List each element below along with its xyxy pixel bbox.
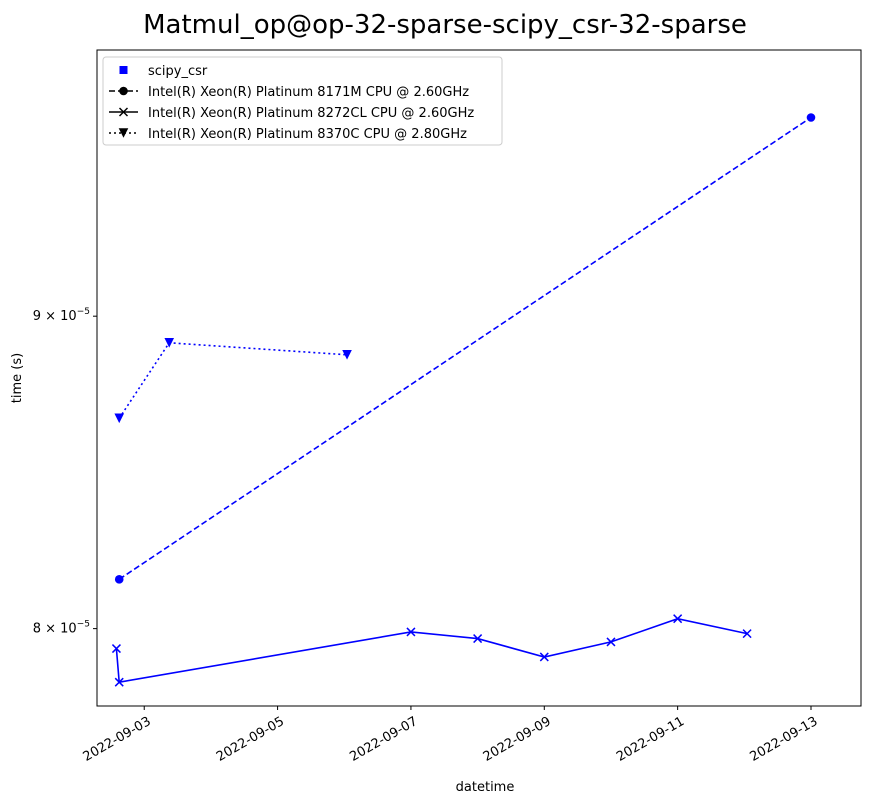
legend-marker [119, 66, 128, 74]
x-axis-label: datetime [456, 780, 515, 795]
data-point [742, 629, 752, 639]
data-point [473, 634, 483, 644]
legend: scipy_csr Intel(R) Xeon(R) Platinum 8171M… [102, 56, 503, 146]
series-line [118, 116, 812, 580]
legend-marker [118, 128, 129, 138]
legend-label: scipy_csr [148, 64, 208, 79]
data-point [606, 637, 616, 647]
data-point [114, 677, 124, 687]
y-tick-label: 9 × 10−5 [33, 307, 90, 324]
data-point [806, 113, 816, 122]
data-point [539, 652, 549, 662]
legend-item: Intel(R) Xeon(R) Platinum 8171M CPU @ 2.… [109, 85, 469, 100]
data-point [406, 627, 416, 637]
y-axis: 8 × 10−5 9 × 10−5 [33, 307, 97, 637]
legend-marker [119, 86, 128, 96]
legend-label: Intel(R) Xeon(R) Platinum 8171M CPU @ 2.… [148, 85, 469, 100]
data-point [342, 349, 352, 360]
data-point [164, 338, 175, 348]
legend-label: Intel(R) Xeon(R) Platinum 8272CL CPU @ 2… [148, 106, 474, 121]
y-axis-label: time (s) [10, 353, 25, 403]
legend-item: Intel(R) Xeon(R) Platinum 8370C CPU @ 2.… [109, 127, 467, 142]
legend-item: Intel(R) Xeon(R) Platinum 8272CL CPU @ 2… [109, 106, 474, 121]
data-point [114, 575, 124, 584]
y-tick-label: 8 × 10−5 [33, 620, 90, 637]
legend-marker [118, 107, 129, 117]
plot-area [111, 113, 816, 687]
series-line [115, 617, 748, 684]
legend-label: Intel(R) Xeon(R) Platinum 8370C CPU @ 2.… [148, 127, 467, 142]
data-point [673, 614, 683, 624]
series-1 [114, 113, 816, 584]
series-2 [111, 614, 752, 687]
axes-frame [96, 49, 862, 707]
legend-frame [102, 56, 503, 146]
data-point [111, 644, 121, 654]
legend-item: scipy_csr [119, 64, 208, 79]
data-point [114, 413, 125, 424]
series-3 [114, 338, 352, 424]
chart-title: Matmul_op@op-32-sparse-scipy_csr-32-spar… [143, 10, 747, 40]
